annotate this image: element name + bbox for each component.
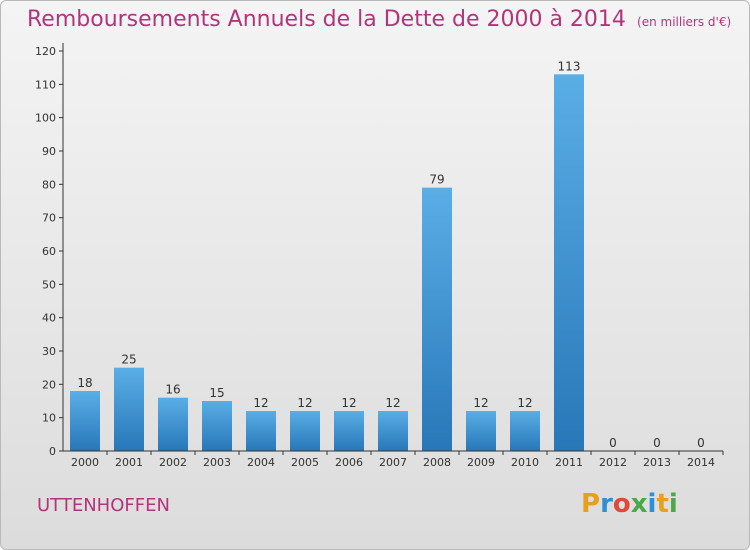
logo-letter: P (581, 489, 601, 519)
bar (70, 391, 100, 451)
chart-unit-note: (en milliers d'€) (637, 15, 732, 29)
bar (466, 411, 496, 451)
proxiti-logo: Proxiti (581, 489, 678, 519)
data-label: 0 (697, 436, 705, 450)
chart-title: Remboursements Annuels de la Dette de 20… (27, 7, 626, 32)
logo-letter: r (600, 489, 613, 519)
x-tick-label: 2007 (379, 456, 407, 469)
data-label: 0 (653, 436, 661, 450)
y-tick-label: 100 (35, 112, 56, 125)
bar (114, 367, 144, 451)
x-tick-label: 2002 (159, 456, 187, 469)
bar (202, 401, 232, 451)
data-label: 79 (429, 173, 444, 187)
y-tick-label: 70 (42, 212, 56, 225)
y-tick-label: 80 (42, 178, 56, 191)
bar (158, 397, 188, 451)
data-label: 16 (165, 383, 180, 397)
bar (554, 74, 584, 451)
y-tick-label: 40 (42, 312, 56, 325)
bar (334, 411, 364, 451)
data-label: 0 (609, 436, 617, 450)
y-tick-label: 120 (35, 45, 56, 58)
data-label: 12 (253, 396, 268, 410)
y-tick-label: 50 (42, 278, 56, 291)
bar (510, 411, 540, 451)
data-label: 15 (209, 386, 224, 400)
bar (378, 411, 408, 451)
data-label: 12 (517, 396, 532, 410)
x-tick-label: 2003 (203, 456, 231, 469)
x-tick-label: 2014 (687, 456, 715, 469)
bar (246, 411, 276, 451)
y-tick-label: 110 (35, 78, 56, 91)
logo-letter: t (656, 489, 669, 519)
data-label: 113 (558, 59, 581, 73)
logo-letter: i (647, 489, 657, 519)
location-label: UTTENHOFFEN (37, 495, 170, 516)
chart-title-block: Remboursements Annuels de la Dette de 20… (27, 7, 731, 32)
x-tick-label: 2013 (643, 456, 671, 469)
x-tick-label: 2010 (511, 456, 539, 469)
x-tick-label: 2009 (467, 456, 495, 469)
x-tick-label: 2000 (71, 456, 99, 469)
y-tick-label: 20 (42, 378, 56, 391)
x-tick-label: 2012 (599, 456, 627, 469)
y-tick-label: 10 (42, 412, 56, 425)
x-tick-label: 2004 (247, 456, 275, 469)
x-tick-label: 2001 (115, 456, 143, 469)
y-tick-label: 90 (42, 145, 56, 158)
x-tick-label: 2006 (335, 456, 363, 469)
data-label: 25 (121, 353, 136, 367)
y-tick-label: 60 (42, 245, 56, 258)
logo-letter: o (612, 489, 631, 519)
y-tick-label: 0 (49, 445, 56, 458)
x-tick-label: 2011 (555, 456, 583, 469)
x-tick-label: 2005 (291, 456, 319, 469)
data-label: 18 (77, 376, 92, 390)
data-label: 12 (473, 396, 488, 410)
data-label: 12 (341, 396, 356, 410)
y-tick-label: 30 (42, 345, 56, 358)
logo-letter: x (630, 489, 648, 519)
logo-letter: i (668, 489, 678, 519)
x-tick-label: 2008 (423, 456, 451, 469)
bar (422, 187, 452, 451)
data-label: 12 (385, 396, 400, 410)
data-label: 12 (297, 396, 312, 410)
bar (290, 411, 320, 451)
